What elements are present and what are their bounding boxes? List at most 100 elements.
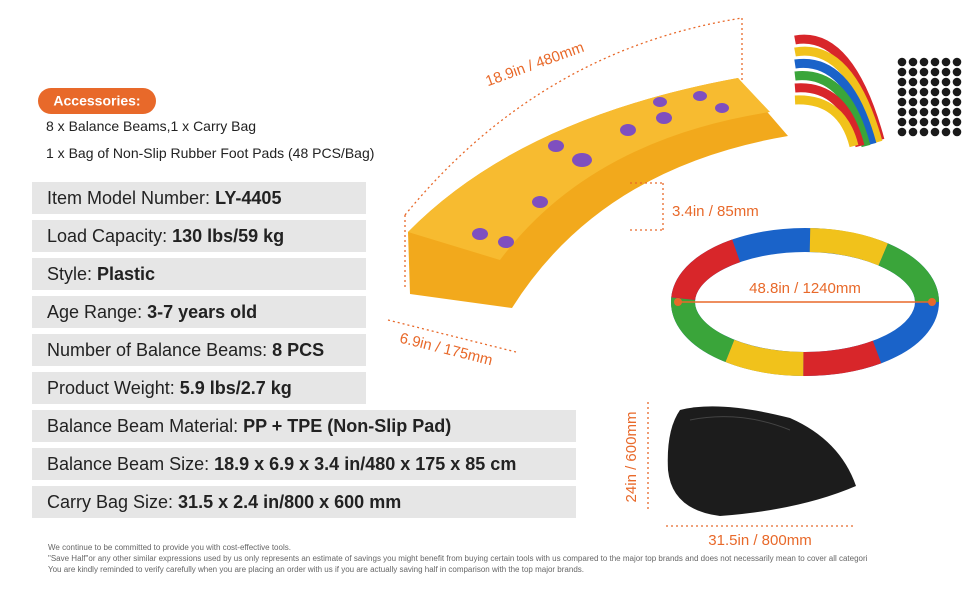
spec-label: Load Capacity:: [47, 226, 172, 246]
footer-line: You are kindly reminded to verify carefu…: [48, 565, 584, 574]
spec-row: Balance Beam Size: 18.9 x 6.9 x 3.4 in/4…: [47, 454, 516, 474]
spec-list: Item Model Number: LY-4405 Load Capacity:…: [32, 182, 576, 518]
spec-label: Carry Bag Size:: [47, 492, 178, 512]
pad-dot: [930, 117, 940, 127]
pad-dot: [897, 87, 907, 97]
spec-row-bg: [32, 296, 366, 328]
pad-dot: [952, 67, 962, 77]
pad-dot: [919, 67, 929, 77]
spec-row: Age Range: 3-7 years old: [47, 302, 257, 322]
spec-label: Style:: [47, 264, 97, 284]
spec-value: 130 lbs/59 kg: [172, 226, 284, 246]
pad-dot: [952, 87, 962, 97]
pad-dot: [908, 127, 918, 137]
spec-value: 5.9 lbs/2.7 kg: [180, 378, 292, 398]
pad-dot: [897, 127, 907, 137]
pad-dot: [897, 117, 907, 127]
pad-dot: [952, 77, 962, 87]
spec-row-bg: [32, 258, 366, 290]
spec-row: Style: Plastic: [47, 264, 155, 284]
pad-dot: [952, 57, 962, 67]
pad-dot: [941, 77, 951, 87]
pad-dot: [908, 107, 918, 117]
beam-image: [387, 17, 788, 353]
accessory-item: 1 x Bag of Non-Slip Rubber Foot Pads (48…: [46, 145, 374, 161]
pad-dot: [919, 57, 929, 67]
spec-label: Balance Beam Size:: [47, 454, 214, 474]
pad-dot: [941, 117, 951, 127]
spec-row-bg: [32, 334, 366, 366]
pad-dot: [897, 107, 907, 117]
pad-dot: [908, 67, 918, 77]
pad-dot: [908, 117, 918, 127]
pad-dot: [908, 87, 918, 97]
spec-row: Item Model Number: LY-4405: [47, 188, 281, 208]
ring-image: [671, 228, 939, 376]
spec-value: 31.5 x 2.4 in/800 x 600 mm: [178, 492, 401, 512]
spec-value: Plastic: [97, 264, 155, 284]
spec-value: PP + TPE (Non-Slip Pad): [243, 416, 451, 436]
footer-line: "Save Half"or any other similar expressi…: [48, 554, 868, 563]
bag-image: [647, 402, 856, 527]
accessories-badge: Accessories:: [53, 93, 140, 109]
pad-dot: [919, 87, 929, 97]
spec-label: Product Weight:: [47, 378, 180, 398]
pad-dot: [919, 107, 929, 117]
dimension-label: 48.8in / 1240mm: [749, 280, 861, 297]
pad-dot: [952, 127, 962, 137]
spec-row-bg: [32, 486, 576, 518]
spec-value: LY-4405: [215, 188, 281, 208]
spec-row-bg: [32, 220, 366, 252]
spec-row-bg: [32, 182, 366, 214]
spec-row-bg: [32, 372, 366, 404]
spec-row: Balance Beam Material: PP + TPE (Non-Sli…: [47, 416, 451, 436]
pad-dot: [930, 57, 940, 67]
pad-dot: [930, 67, 940, 77]
spec-label: Age Range:: [47, 302, 147, 322]
foot-pads: [897, 57, 962, 137]
spec-row-bg: [32, 448, 576, 480]
pad-dot: [919, 77, 929, 87]
pad-dot: [941, 87, 951, 97]
pad-dot: [897, 67, 907, 77]
footer-line: We continue to be committed to provide y…: [48, 543, 291, 552]
dimension-label: 31.5in / 800mm: [708, 532, 811, 549]
spec-row-bg: [32, 410, 576, 442]
pad-dot: [897, 97, 907, 107]
pad-dot: [941, 97, 951, 107]
pad-dot: [941, 107, 951, 117]
spec-row: Carry Bag Size: 31.5 x 2.4 in/800 x 600 …: [47, 492, 401, 512]
pad-dot: [952, 117, 962, 127]
pad-dot: [919, 97, 929, 107]
spec-value: 18.9 x 6.9 x 3.4 in/480 x 175 x 85 cm: [214, 454, 516, 474]
spec-row: Number of Balance Beams: 8 PCS: [47, 340, 324, 360]
spec-value: 8 PCS: [272, 340, 324, 360]
dimension-label: 18.9in / 480mm: [483, 39, 586, 90]
pad-dot: [919, 117, 929, 127]
pad-dot: [930, 87, 940, 97]
spec-label: Number of Balance Beams:: [47, 340, 272, 360]
pad-dot: [897, 57, 907, 67]
spec-row: Product Weight: 5.9 lbs/2.7 kg: [47, 378, 292, 398]
dimension-label: 6.9in / 175mm: [398, 330, 494, 369]
spec-value: 3-7 years old: [147, 302, 257, 322]
pad-dot: [941, 57, 951, 67]
pad-dot: [941, 67, 951, 77]
badge-bg: [38, 88, 156, 114]
pad-dot: [941, 127, 951, 137]
pad-dot: [908, 57, 918, 67]
stack-image: [794, 34, 885, 148]
pad-dot: [919, 127, 929, 137]
dimension-label: 3.4in / 85mm: [672, 203, 759, 220]
pad-dot: [952, 107, 962, 117]
pad-dot: [930, 107, 940, 117]
pad-dot: [930, 127, 940, 137]
pad-dot: [930, 97, 940, 107]
pad-dot: [952, 97, 962, 107]
pad-dot: [908, 77, 918, 87]
accessory-item: 8 x Balance Beams,1 x Carry Bag: [46, 118, 256, 134]
spec-label: Item Model Number:: [47, 188, 215, 208]
pad-dot: [897, 77, 907, 87]
dimension-label: 24in / 600mm: [623, 412, 640, 503]
